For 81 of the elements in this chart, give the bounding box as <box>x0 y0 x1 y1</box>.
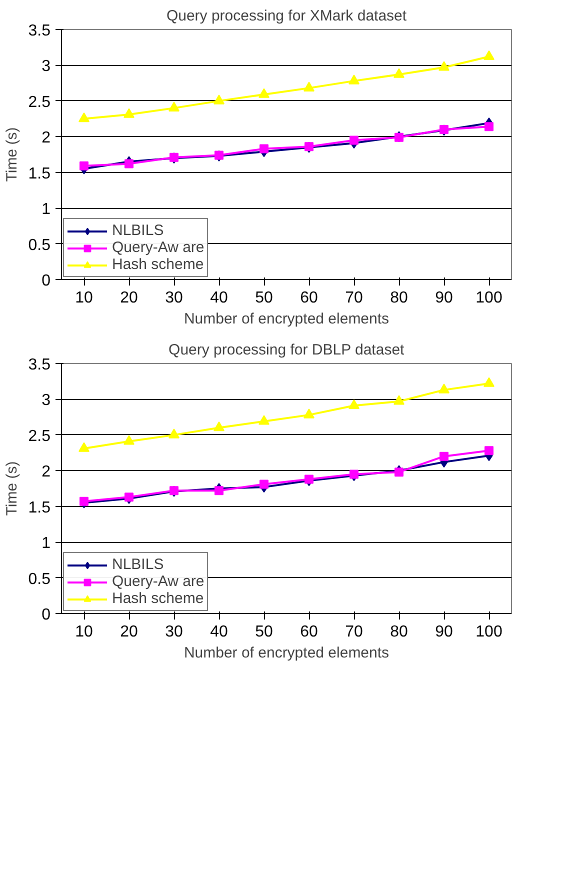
y-tick-label: 3 <box>42 58 51 76</box>
point <box>304 474 314 484</box>
x-tick-label: 10 <box>75 290 93 306</box>
x-tick-label: 90 <box>435 624 453 640</box>
chart-title: Query processing for DBLP dataset <box>168 342 406 358</box>
y-axis-title: Time (s) <box>3 461 20 516</box>
point <box>258 88 270 98</box>
point <box>394 68 404 78</box>
point <box>168 428 180 438</box>
x-tick-label: 50 <box>255 624 273 640</box>
x-tick-label: 20 <box>120 624 138 640</box>
legend-label: NLBILS <box>112 556 164 573</box>
point <box>260 480 268 489</box>
x-tick-label: 100 <box>476 624 502 640</box>
point <box>350 470 358 479</box>
y-tick-label: 2.5 <box>28 428 51 445</box>
point <box>350 136 358 145</box>
legend-label: Query-Aw are <box>112 239 204 256</box>
x-tick-label: 30 <box>165 290 183 306</box>
point <box>214 422 224 432</box>
x-tick-label: 100 <box>476 290 502 306</box>
point <box>168 102 180 112</box>
y-tick-label: 0 <box>42 606 51 624</box>
y-tick-label: 2.5 <box>28 94 51 111</box>
point <box>80 161 88 170</box>
point <box>394 395 404 405</box>
point <box>124 159 134 168</box>
point <box>484 122 494 132</box>
y-tick-label: 2 <box>42 464 51 481</box>
x-tick-label: 70 <box>345 624 363 640</box>
y-tick-label: 0.5 <box>28 570 51 588</box>
point <box>78 442 90 452</box>
chart-title: Query processing for XMark dataset <box>166 8 408 24</box>
point <box>348 74 360 84</box>
point <box>394 468 404 477</box>
point <box>258 415 270 425</box>
y-tick-label: 3.5 <box>28 22 51 40</box>
point <box>484 50 494 60</box>
x-tick-label: 30 <box>165 624 183 640</box>
point <box>440 452 448 461</box>
point <box>80 496 88 506</box>
legend-label: NLBILS <box>112 222 164 239</box>
point <box>484 377 494 387</box>
y-tick-label: 3.5 <box>28 356 51 374</box>
point <box>124 435 134 445</box>
point <box>438 61 450 71</box>
point <box>260 144 268 154</box>
x-tick-label: 40 <box>210 290 228 306</box>
legend-label: Hash scheme <box>112 590 204 607</box>
x-axis-title: Number of encrypted elements <box>184 644 390 662</box>
y-tick-label: 0 <box>42 272 51 290</box>
y-tick-label: 1 <box>42 535 51 552</box>
y-axis-title: Time (s) <box>3 127 20 182</box>
x-axis-title: Number of encrypted elements <box>184 310 390 328</box>
x-tick-label: 60 <box>300 290 318 306</box>
x-tick-label: 80 <box>390 290 408 306</box>
y-tick-label: 0.5 <box>28 236 51 254</box>
y-tick-label: 3 <box>42 392 51 410</box>
y-tick-label: 1.5 <box>28 165 51 182</box>
point <box>124 108 134 118</box>
y-tick-label: 1 <box>42 201 51 218</box>
x-tick-label: 60 <box>300 624 318 640</box>
x-tick-label: 20 <box>120 290 138 306</box>
legend-label: Query-Aw are <box>112 573 204 590</box>
point <box>214 486 224 496</box>
point <box>214 94 224 104</box>
x-tick-label: 40 <box>210 624 228 640</box>
x-tick-label: 70 <box>345 290 363 306</box>
legend-label: Hash scheme <box>112 256 204 273</box>
y-tick-label: 2 <box>42 130 51 147</box>
y-tick-label: 1.5 <box>28 499 51 516</box>
x-tick-label: 50 <box>255 290 273 306</box>
point <box>348 399 360 410</box>
x-tick-label: 80 <box>390 624 408 640</box>
point <box>438 384 450 394</box>
x-tick-label: 10 <box>75 624 93 640</box>
point <box>78 112 90 122</box>
point <box>484 446 494 456</box>
point <box>304 408 314 418</box>
x-tick-label: 90 <box>435 290 453 306</box>
point <box>304 82 314 92</box>
